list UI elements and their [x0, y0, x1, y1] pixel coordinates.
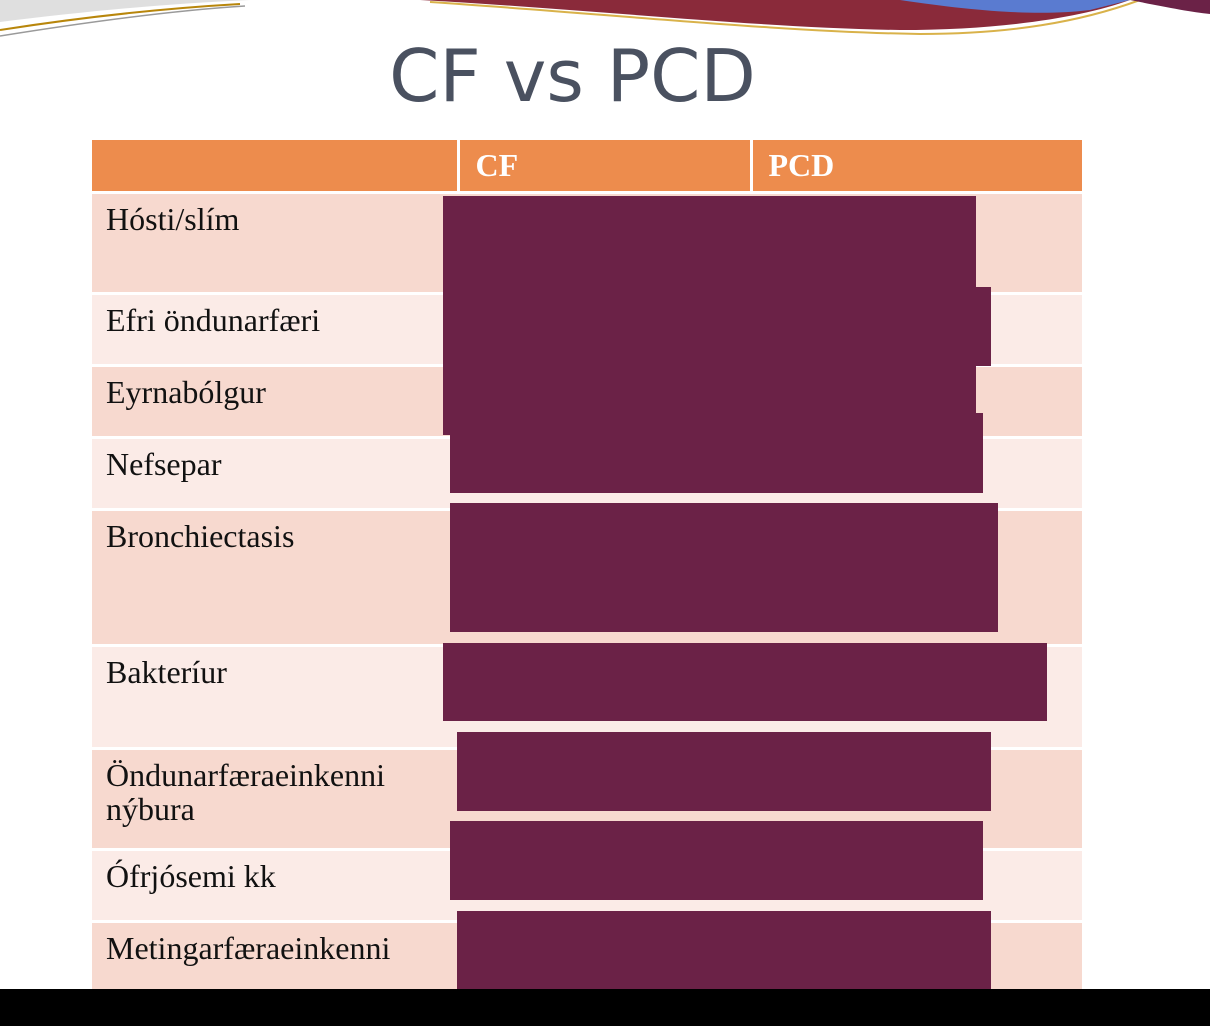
table-header-row: CF PCD: [92, 140, 1082, 192]
row-label: Nefsepar: [92, 435, 458, 509]
header-pcd: PCD: [749, 140, 1082, 192]
row-label: Hósti/slím: [92, 190, 458, 293]
header-cf: CF: [456, 140, 751, 192]
row-label: Öndunarfæraeinkenni nýbura: [92, 746, 458, 849]
row-label: Bakteríur: [92, 643, 458, 748]
redaction-block: [457, 732, 991, 811]
row-label: Eyrnabólgur: [92, 363, 458, 437]
slide-title: CF vs PCD: [389, 34, 756, 118]
row-label: Efri öndunarfæri: [92, 291, 458, 365]
redaction-block: [443, 287, 991, 366]
top-decorative-swoosh: [0, 0, 1210, 37]
row-label: Bronchiectasis: [92, 507, 458, 645]
redaction-block: [450, 503, 998, 632]
redaction-block: [457, 911, 991, 991]
row-label: Ófrjósemi kk: [92, 847, 458, 921]
bottom-black-bar: [0, 989, 1210, 1026]
redaction-block: [443, 643, 1047, 721]
header-empty: [92, 140, 458, 192]
redaction-block: [450, 821, 983, 900]
redaction-block: [443, 196, 976, 294]
redaction-block: [450, 413, 983, 493]
